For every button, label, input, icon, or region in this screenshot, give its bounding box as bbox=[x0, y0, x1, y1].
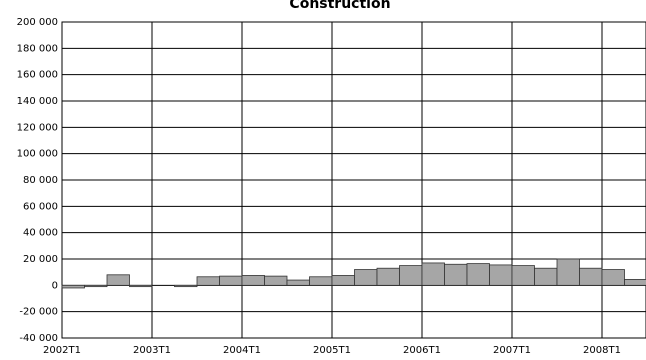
bar bbox=[601, 269, 625, 286]
bar bbox=[624, 279, 646, 286]
bar bbox=[444, 263, 468, 286]
bar bbox=[174, 284, 198, 288]
bar bbox=[421, 262, 445, 286]
bar bbox=[511, 265, 535, 286]
x-tick-label: 2005T1 bbox=[313, 345, 351, 356]
y-tick-label: 160 000 bbox=[17, 70, 58, 81]
bar bbox=[534, 267, 558, 286]
y-tick-label: 20 000 bbox=[23, 254, 58, 265]
x-tick-label: 2004T1 bbox=[223, 345, 261, 356]
x-tick-label: 2007T1 bbox=[493, 345, 531, 356]
bar bbox=[399, 265, 423, 286]
bar bbox=[106, 274, 130, 286]
bar bbox=[489, 264, 513, 286]
bar bbox=[219, 275, 243, 286]
chart-title: Construction bbox=[289, 0, 390, 12]
y-tick-label: 80 000 bbox=[23, 175, 58, 186]
y-tick-label: 140 000 bbox=[17, 96, 58, 107]
bar bbox=[556, 258, 580, 286]
y-tick-label: 120 000 bbox=[17, 122, 58, 133]
bar bbox=[286, 279, 310, 286]
bar bbox=[84, 284, 108, 288]
bar bbox=[579, 267, 603, 286]
x-tick-label: 2008T1 bbox=[583, 345, 621, 356]
bar bbox=[376, 267, 400, 286]
bar bbox=[309, 276, 333, 286]
y-tick-label: 60 000 bbox=[23, 201, 58, 212]
bar bbox=[264, 275, 288, 286]
x-tick-label: 2002T1 bbox=[43, 345, 81, 356]
bar bbox=[331, 275, 355, 286]
bar bbox=[196, 276, 220, 286]
bar bbox=[241, 275, 265, 286]
y-tick-label: 40 000 bbox=[23, 228, 58, 239]
x-tick-label: 2006T1 bbox=[403, 345, 441, 356]
y-tick-label: 0 bbox=[52, 280, 58, 291]
bar bbox=[61, 284, 85, 289]
bar bbox=[129, 284, 153, 288]
bar bbox=[354, 269, 378, 286]
bar bbox=[466, 263, 490, 286]
y-tick-label: 200 000 bbox=[17, 17, 58, 28]
y-tick-label: -40 000 bbox=[19, 333, 58, 344]
y-tick-label: -20 000 bbox=[19, 307, 58, 318]
x-tick-label: 2003T1 bbox=[133, 345, 171, 356]
y-tick-label: 100 000 bbox=[17, 149, 58, 160]
y-tick-label: 180 000 bbox=[17, 43, 58, 54]
